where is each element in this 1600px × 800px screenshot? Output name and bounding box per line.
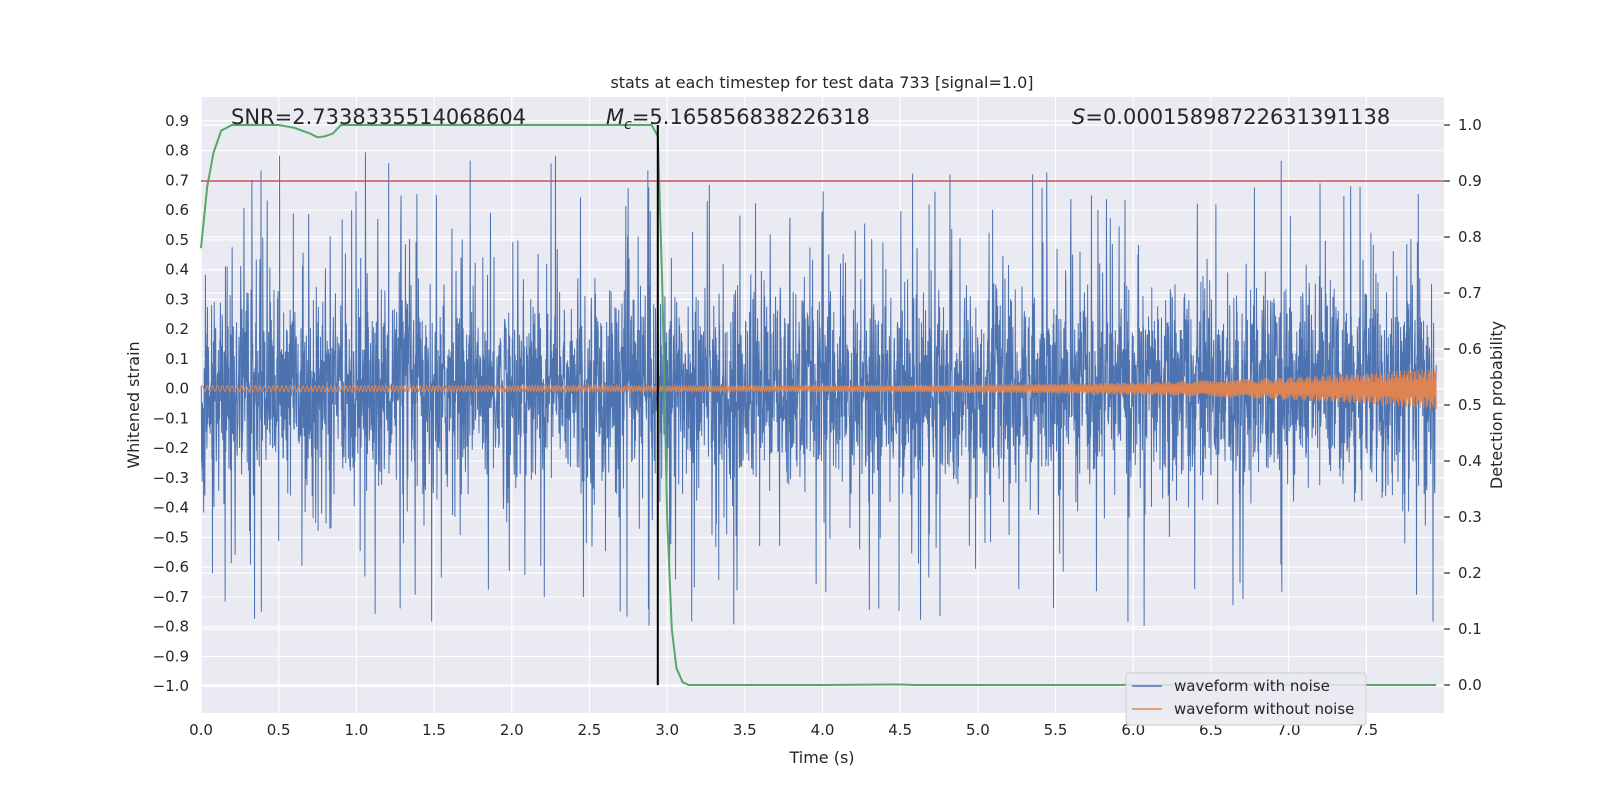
y-left-tick-label: 0.2 xyxy=(165,320,189,338)
y-left-tick-label: 0.1 xyxy=(165,350,189,368)
y-left-tick-label: 0.6 xyxy=(165,201,189,219)
x-tick-label: 3.0 xyxy=(655,721,679,739)
y-left-tick-label: 0.9 xyxy=(165,112,189,130)
x-axis-label: Time (s) xyxy=(788,748,854,767)
y-right-tick-label: 0.8 xyxy=(1458,228,1482,246)
x-tick-label: 5.0 xyxy=(966,721,990,739)
chirp-mass-symbol: M xyxy=(606,105,624,129)
y-axis-right-label: Detection probability xyxy=(1487,321,1506,489)
y-axis-left-label: Whitened strain xyxy=(124,341,143,468)
x-tick-label: 3.5 xyxy=(733,721,757,739)
legend-box xyxy=(1125,672,1367,726)
legend: waveform with noise waveform without noi… xyxy=(1125,672,1367,726)
ticks-layer: 0.0 0.5 1.0 1.5 2.0 2.5 3.0 3.5 4.0 4.5 5.0 5.5 6.0 6… xyxy=(153,112,1482,739)
y-left-tick-label: 0.0 xyxy=(165,380,189,398)
y-left-tick-label: −0.1 xyxy=(153,409,189,427)
detection-probability-line xyxy=(200,124,1437,686)
x-tick-label: 2.5 xyxy=(578,721,602,739)
y-right-tick-label: 0.5 xyxy=(1458,396,1482,414)
y-right-tick-label: 0.6 xyxy=(1458,340,1482,358)
legend-label-clean: waveform without noise xyxy=(1174,700,1354,718)
y-left-tick-label: −0.3 xyxy=(153,469,189,487)
legend-label-noise: waveform with noise xyxy=(1174,677,1330,695)
y-left-tick-label: −1.0 xyxy=(153,677,189,695)
x-tick-label: 2.0 xyxy=(500,721,524,739)
series-layer xyxy=(200,124,1444,686)
chirp-mass-annotation: Mc=5.165856838226318 xyxy=(606,105,870,133)
y-left-tick-label: −0.9 xyxy=(153,647,189,665)
y-left-tick-label: −0.2 xyxy=(153,439,189,457)
y-left-tick-label: 0.8 xyxy=(165,142,189,160)
y-right-tick-label: 0.7 xyxy=(1458,284,1482,302)
y-left-tick-label: −0.4 xyxy=(153,499,189,517)
s-symbol: S xyxy=(1072,105,1085,129)
x-tick-label: 1.5 xyxy=(422,721,446,739)
y-right-tick-label: 0.4 xyxy=(1458,452,1482,470)
y-left-tick-label: −0.6 xyxy=(153,558,189,576)
chirp-mass-subscript: c xyxy=(624,117,632,133)
y-right-tick-label: 0.1 xyxy=(1458,620,1482,638)
x-tick-label: 0.0 xyxy=(189,721,213,739)
y-right-tick-label: 0.0 xyxy=(1458,676,1482,694)
y-right-tick-label: 0.2 xyxy=(1458,564,1482,582)
y-right-tick-label: 0.9 xyxy=(1458,172,1482,190)
y-right-tick-label: 0.3 xyxy=(1458,508,1482,526)
s-annotation: S=0.00015898722631391138 xyxy=(1072,105,1390,129)
snr-annotation: SNR=2.7338335514068604 xyxy=(231,105,526,129)
y-left-tick-label: 0.7 xyxy=(165,171,189,189)
y-left-tick-label: −0.7 xyxy=(153,588,189,606)
y-left-tick-label: 0.5 xyxy=(165,231,189,249)
x-tick-label: 0.5 xyxy=(267,721,291,739)
x-tick-label: 4.0 xyxy=(811,721,835,739)
x-tick-label: 1.0 xyxy=(344,721,368,739)
y-left-tick-label: 0.4 xyxy=(165,261,189,279)
waveform-with-noise-line xyxy=(200,152,1437,626)
s-value: =0.00015898722631391138 xyxy=(1085,105,1390,129)
y-left-tick-label: −0.8 xyxy=(153,618,189,636)
waveform-without-noise-line xyxy=(200,368,1437,409)
x-tick-label: 5.5 xyxy=(1044,721,1068,739)
chart-title: stats at each timestep for test data 733… xyxy=(610,73,1033,92)
y-left-tick-label: 0.3 xyxy=(165,290,189,308)
chirp-mass-value: =5.165856838226318 xyxy=(632,105,870,129)
y-right-tick-label: 1.0 xyxy=(1458,116,1482,134)
y-left-tick-label: −0.5 xyxy=(153,528,189,546)
x-tick-label: 4.5 xyxy=(888,721,912,739)
